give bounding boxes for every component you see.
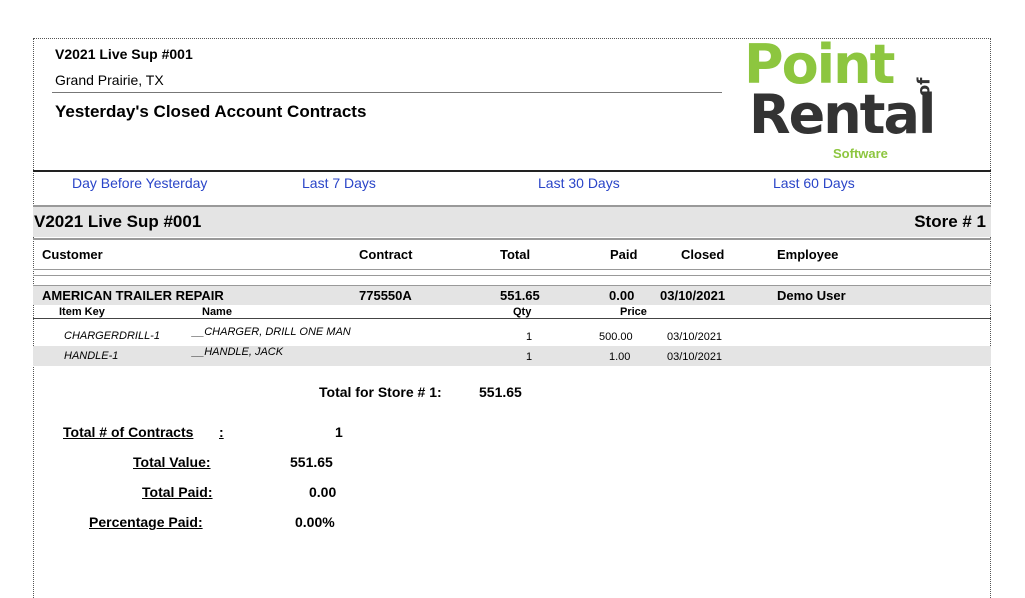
total-contracts-label: Total # of Contracts [63, 424, 194, 440]
column-header-rule-2 [33, 275, 991, 276]
col-closed: Closed [681, 247, 725, 262]
row-contract: 775550A [359, 288, 412, 303]
total-value-value: 551.65 [290, 454, 333, 470]
item-name: __HANDLE, JACK [192, 346, 284, 358]
col-customer: Customer [42, 247, 103, 262]
item-header-rule [33, 318, 991, 319]
col-total: Total [500, 247, 531, 262]
percentage-paid-label: Percentage Paid: [89, 514, 203, 530]
item-qty: 1 [526, 351, 533, 363]
col-paid: Paid [610, 247, 638, 262]
contract-row-top [33, 285, 991, 286]
total-paid-value: 0.00 [309, 484, 337, 500]
item-price: 1.00 [609, 351, 631, 363]
company-city: Grand Prairie, TX [55, 72, 164, 88]
logo-rental-text: Rental [749, 83, 936, 146]
item-name: __CHARGER, DRILL ONE MAN [192, 326, 351, 338]
row-paid: 0.00 [609, 288, 635, 303]
store-rule [33, 238, 991, 240]
logo-software-text: Software [833, 146, 888, 161]
store-total-value: 551.65 [479, 384, 522, 400]
row-closed: 03/10/2021 [660, 288, 726, 303]
logo-point-text: Point [744, 33, 895, 96]
item-key: CHARGERDRILL-1 [64, 330, 160, 342]
point-of-rental-logo: Point of Rental Software [737, 33, 947, 161]
link-last-60-days[interactable]: Last 60 Days [773, 175, 855, 191]
item-key: HANDLE-1 [64, 350, 119, 362]
company-name: V2021 Live Sup #001 [55, 46, 193, 62]
item-col-qty: Qty [513, 306, 532, 318]
total-contracts-value: 1 [335, 424, 343, 440]
store-header-band [33, 207, 991, 237]
col-contract: Contract [359, 247, 413, 262]
row-total: 551.65 [500, 288, 540, 303]
total-contracts-colon: : [219, 424, 224, 440]
store-number: Store # 1 [914, 212, 986, 231]
item-row-band [33, 346, 991, 366]
item-col-price: Price [620, 306, 647, 318]
item-col-name: Name [202, 306, 232, 318]
total-paid-label: Total Paid: [142, 484, 213, 500]
item-price: 500.00 [599, 331, 633, 343]
header-rule [33, 170, 991, 172]
nav-rule [33, 205, 991, 207]
item-col-key: Item Key [59, 306, 105, 318]
link-day-before-yesterday[interactable]: Day Before Yesterday [72, 175, 208, 191]
item-qty: 1 [526, 331, 533, 343]
header-divider [52, 92, 722, 93]
link-last-30-days[interactable]: Last 30 Days [538, 175, 620, 191]
total-value-label: Total Value: [133, 454, 211, 470]
report-page: V2021 Live Sup #001 Grand Prairie, TX Ye… [33, 33, 991, 598]
report-title: Yesterday's Closed Account Contracts [55, 102, 367, 121]
store-total-label: Total for Store # 1: [319, 384, 442, 400]
contract-row-band [33, 285, 991, 305]
store-name: V2021 Live Sup #001 [34, 212, 202, 231]
row-customer: AMERICAN TRAILER REPAIR [42, 288, 224, 303]
col-employee: Employee [777, 247, 839, 262]
percentage-paid-value: 0.00% [295, 514, 335, 530]
column-header-rule [33, 269, 991, 270]
link-last-7-days[interactable]: Last 7 Days [302, 175, 376, 191]
row-employee: Demo User [777, 288, 846, 303]
item-date: 03/10/2021 [667, 351, 723, 363]
item-date: 03/10/2021 [667, 331, 723, 343]
